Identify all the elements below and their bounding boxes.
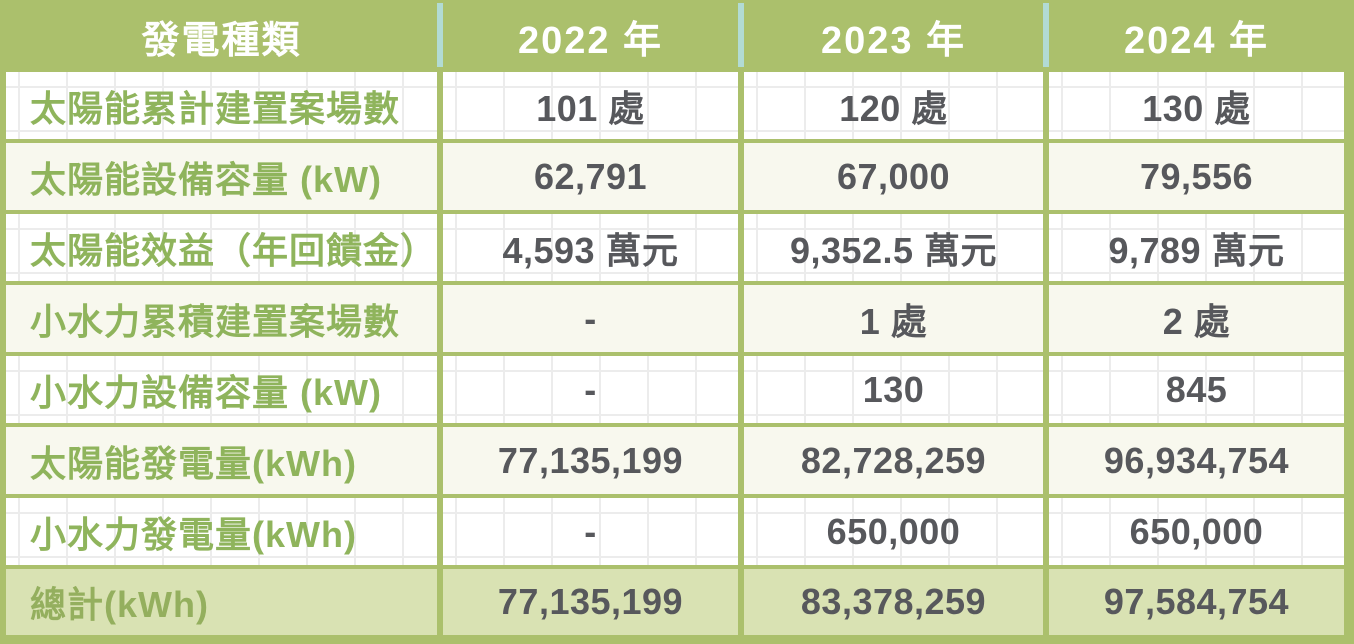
cell-total-2024: 97,584,754: [1049, 569, 1344, 635]
row-label-total: 總計(kWh): [6, 569, 437, 635]
cell-solar-generation-2023: 82,728,259: [744, 427, 1043, 494]
row-label-solar-site-count: 太陽能累計建置案場數: [6, 72, 437, 139]
table-body: 太陽能累計建置案場數 101 處 120 處 130 處 太陽能設備容量 (kW…: [6, 72, 1344, 635]
cell-hydro-generation-2023: 650,000: [744, 498, 1043, 565]
cell-solar-site-count-2022: 101 處: [443, 72, 738, 139]
cell-solar-capacity-2024: 79,556: [1049, 143, 1344, 210]
cell-total-2023: 83,378,259: [744, 569, 1043, 635]
cell-hydro-capacity-2022: -: [443, 356, 738, 423]
header-cell-year-2023: 2023 年: [738, 0, 1043, 72]
row-label-hydro-site-count: 小水力累積建置案場數: [6, 285, 437, 352]
cell-solar-revenue-2023: 9,352.5 萬元: [744, 214, 1043, 281]
cell-solar-revenue-2022: 4,593 萬元: [443, 214, 738, 281]
row-label-hydro-capacity: 小水力設備容量 (kW): [6, 356, 437, 423]
cell-hydro-site-count-2024: 2 處: [1049, 285, 1344, 352]
cell-solar-revenue-2024: 9,789 萬元: [1049, 214, 1344, 281]
cell-solar-generation-2022: 77,135,199: [443, 427, 738, 494]
header-cell-category: 發電種類: [141, 19, 302, 62]
cell-solar-capacity-2022: 62,791: [443, 143, 738, 210]
cell-hydro-capacity-2023: 130: [744, 356, 1043, 423]
cell-hydro-site-count-2022: -: [443, 285, 738, 352]
cell-hydro-site-count-2023: 1 處: [744, 285, 1043, 352]
cell-hydro-capacity-2024: 845: [1049, 356, 1344, 423]
cell-solar-site-count-2023: 120 處: [744, 72, 1043, 139]
cell-hydro-generation-2022: -: [443, 498, 738, 565]
row-label-solar-generation: 太陽能發電量(kWh): [6, 427, 437, 494]
cell-solar-site-count-2024: 130 處: [1049, 72, 1344, 139]
cell-solar-generation-2024: 96,934,754: [1049, 427, 1344, 494]
header-row: 發電種類 2022 年 2023 年 2024 年: [6, 0, 1344, 72]
header-cell-year-2022: 2022 年: [437, 0, 738, 72]
row-label-solar-revenue: 太陽能效益（年回饋金）: [6, 214, 437, 281]
cell-solar-capacity-2023: 67,000: [744, 143, 1043, 210]
cell-hydro-generation-2024: 650,000: [1049, 498, 1344, 565]
cell-total-2022: 77,135,199: [443, 569, 738, 635]
header-cell-year-2024: 2024 年: [1043, 0, 1344, 72]
row-label-hydro-generation: 小水力發電量(kWh): [6, 498, 437, 565]
row-label-solar-capacity: 太陽能設備容量 (kW): [6, 143, 437, 210]
